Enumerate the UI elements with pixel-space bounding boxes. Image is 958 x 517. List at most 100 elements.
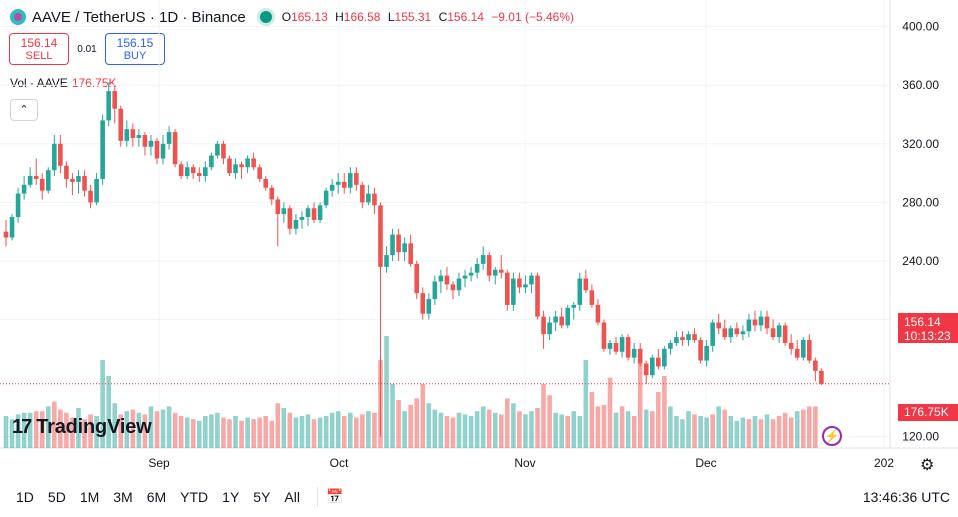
collapse-legend-button[interactable]: ⌃	[10, 99, 38, 121]
volume-bar	[680, 419, 685, 448]
sell-button[interactable]: 156.14 SELL	[9, 33, 69, 65]
volume-bar	[263, 416, 269, 448]
candle-body	[196, 173, 202, 177]
candle-body	[414, 263, 420, 294]
sell-price: 156.14	[20, 36, 58, 50]
volume-bar	[402, 411, 407, 448]
candle-body	[33, 176, 39, 179]
symbol-title[interactable]: AAVE / TetherUS · 1D · Binance	[32, 8, 246, 26]
volume-bar	[21, 412, 27, 448]
candle-body	[686, 334, 691, 341]
ohlc-values: O165.13 H166.58 L155.31 C156.14 −9.01 (−…	[282, 10, 578, 24]
candle-body	[172, 132, 178, 165]
candle-body	[335, 181, 341, 185]
candle-body	[275, 199, 281, 215]
volume-bar	[432, 409, 438, 448]
volume-bar	[178, 416, 184, 448]
volume-bar	[438, 412, 444, 448]
volume-bar	[70, 417, 75, 448]
timeframe-6m[interactable]: 6M	[146, 488, 167, 505]
volume-bar	[468, 416, 474, 448]
timeframe-1d[interactable]: 1D	[16, 488, 34, 505]
timeframe-3m[interactable]: 3M	[113, 488, 133, 505]
volume-bar	[311, 419, 317, 448]
price-axis[interactable]: 400.00360.00320.00280.00240.00200.00120.…	[902, 20, 939, 444]
buy-label: BUY	[123, 50, 147, 62]
volume-bar	[196, 420, 202, 448]
date-range-icon[interactable]: 📅	[325, 488, 344, 504]
timeframe-5d[interactable]: 5D	[47, 488, 66, 505]
candle-body	[782, 325, 788, 343]
volume-bar	[462, 414, 468, 448]
timeframe-ytd[interactable]: YTD	[180, 488, 209, 505]
volume-bar	[372, 412, 377, 448]
volume-bar	[245, 417, 250, 448]
gear-icon[interactable]: ⚙	[920, 457, 935, 474]
volume-bar	[553, 412, 558, 448]
candle-body	[807, 340, 812, 361]
volume-bar	[541, 384, 546, 448]
clock[interactable]: 13:46:36 UTC	[862, 489, 950, 505]
trade-buttons: 156.14 SELL 0.01 156.15 BUY	[9, 33, 165, 65]
candle-body	[728, 328, 734, 338]
volume-bar	[734, 420, 740, 448]
bar-countdown: 10:13:23	[904, 329, 951, 343]
volume-bar	[746, 419, 752, 448]
volume-bar	[323, 416, 329, 448]
buy-button[interactable]: 156.15 BUY	[105, 33, 165, 65]
volume-bar	[698, 416, 703, 448]
candle-body	[692, 334, 697, 341]
price-chart[interactable]: 400.00360.00320.00280.00240.00200.00120.…	[0, 0, 958, 476]
candle-body	[770, 328, 776, 338]
volume-bar	[257, 417, 262, 448]
volume-bar	[148, 406, 154, 448]
candle-body	[589, 290, 595, 305]
candle-body	[269, 187, 275, 200]
candle-body	[323, 190, 329, 206]
candle-body	[106, 91, 111, 121]
timeframe-1m[interactable]: 1M	[79, 488, 100, 505]
open-value: 165.13	[291, 10, 328, 24]
candle-body	[408, 243, 413, 264]
lightning-icon[interactable]: ⚡	[822, 426, 842, 446]
high-value: 166.58	[343, 10, 381, 24]
candle-body	[366, 193, 371, 203]
buy-price: 156.15	[116, 36, 154, 50]
volume-bar	[444, 416, 450, 448]
candle-body	[221, 143, 226, 159]
candle-body	[372, 193, 377, 206]
candle-body	[547, 322, 552, 335]
volume-bar	[239, 420, 244, 448]
timeframe-all[interactable]: All	[284, 488, 300, 505]
timeframe-1y[interactable]: 1Y	[222, 488, 240, 505]
volume-bar	[800, 409, 806, 448]
volume-bar	[227, 419, 232, 448]
candle-body	[450, 284, 456, 291]
price-tick-label: 320.00	[902, 137, 939, 151]
tradingview-logo[interactable]: 17 TradingView	[12, 416, 152, 439]
volume-bar	[764, 414, 770, 448]
candle-body	[420, 293, 426, 314]
aave-coin-icon	[10, 9, 26, 25]
volume-bar	[45, 406, 51, 448]
candle-body	[124, 129, 130, 141]
volume-bar	[656, 392, 661, 448]
candle-body	[245, 158, 250, 168]
candle-body	[402, 243, 407, 253]
timeframe-5y[interactable]: 5Y	[253, 488, 271, 505]
candle-body	[160, 143, 166, 159]
candle-body	[637, 348, 643, 364]
volume-bar	[335, 411, 341, 448]
candle-body	[58, 143, 63, 166]
candle-body	[788, 342, 794, 349]
candle-body	[15, 193, 21, 218]
volume-tag: 176.75K	[898, 404, 958, 421]
volume-bar	[716, 406, 722, 448]
volume-bar	[317, 417, 323, 448]
chevron-up-icon: ⌃	[19, 104, 29, 116]
time-axis[interactable]: Sep Oct Nov Dec 202	[148, 456, 894, 470]
volume-bar	[704, 417, 709, 448]
volume-bar	[529, 411, 534, 448]
volume-bars	[3, 336, 818, 448]
volume-bar	[275, 403, 281, 448]
